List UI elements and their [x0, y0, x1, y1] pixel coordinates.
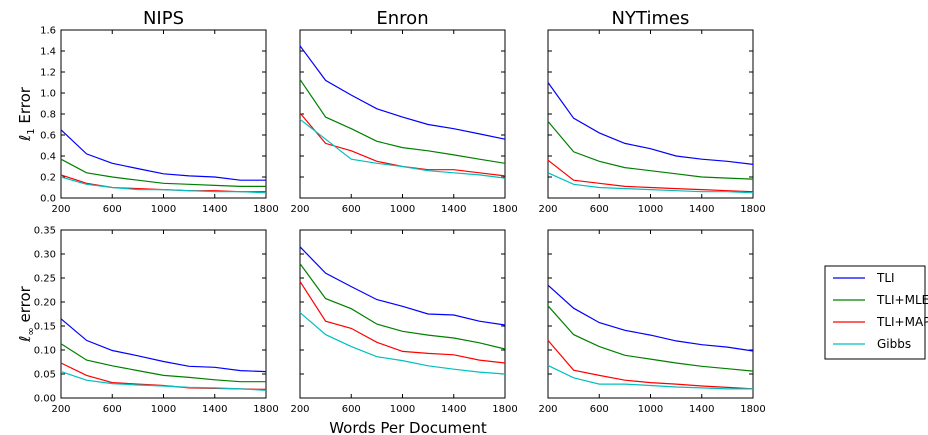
plot-frame [299, 229, 506, 399]
x-tick-label: 1000 [151, 404, 176, 415]
subplot-3: 200 600 1000 1400 1800 NYTimes [538, 8, 765, 215]
x-tick-label: 1400 [202, 204, 227, 215]
subplot-4: 200 600 1000 1400 1800 0.00 0.05 0.10 0.15 0.20 0.… [34, 226, 279, 416]
y-tick-label: 0.8 [40, 110, 56, 121]
y-tick-label: 0.05 [34, 370, 56, 381]
x-tick-label: 1000 [390, 204, 415, 215]
y-tick-label: 0.20 [34, 298, 56, 309]
subplot-title: NYTimes [612, 8, 690, 29]
subplot-5: 200 600 1000 1400 1800 [290, 229, 518, 415]
x-tick-label: 200 [290, 404, 309, 415]
x-tick-label: 1000 [151, 204, 176, 215]
series-line-tli [60, 318, 267, 373]
series-line-tli [299, 246, 506, 326]
series-line-gibbs [299, 118, 506, 179]
series-line-tli [299, 45, 506, 140]
x-tick-label: 1800 [740, 404, 765, 415]
y-axis-label-row-1-sub: 1 [26, 128, 37, 134]
y-axis-label-row-2: ℓ∞ error [16, 285, 37, 342]
x-tick-label: 1400 [689, 204, 714, 215]
legend-label: TLI [876, 271, 895, 285]
y-tick-label: 0.4 [40, 152, 56, 163]
series-line-tli-mle [299, 79, 506, 164]
subplot-grid: 200 600 1000 1400 1800 0.0 0.2 0.4 0.6 0.8 1.0 1.2 1… [34, 8, 766, 415]
y-axis-label-row-2-suffix: error [16, 285, 34, 322]
series-line-tli-mle [299, 263, 506, 350]
legend-label: TLI+MLE [876, 293, 928, 307]
y-tick-label: 0.00 [34, 394, 56, 405]
y-tick-label: 0.30 [34, 250, 56, 261]
series-line-tli [60, 129, 266, 181]
x-tick-label: 1400 [202, 404, 227, 415]
y-tick-label: 1.4 [40, 47, 56, 58]
x-tick-label: 200 [51, 204, 70, 215]
x-tick-label: 1000 [638, 204, 663, 215]
y-tick-label: 1.6 [40, 26, 56, 37]
series-line-gibbs [60, 371, 267, 391]
legend-label: TLI+MAP [876, 315, 928, 329]
x-tick-label: 1400 [441, 404, 466, 415]
legend-label: Gibbs [877, 337, 911, 351]
y-tick-label: 0.0 [40, 194, 56, 205]
subplot-title: Enron [376, 8, 428, 29]
x-tick-label: 200 [51, 404, 70, 415]
series-line-gibbs [299, 312, 506, 375]
y-axis-label-row-2-prefix: ℓ [16, 336, 34, 343]
y-tick-label: 1.0 [40, 89, 56, 100]
series-line-tli-mle [60, 343, 266, 383]
y-tick-label: 0.6 [40, 131, 56, 142]
x-tick-label: 600 [342, 204, 361, 215]
subplot-6: 200 600 1000 1400 1800 [538, 229, 766, 415]
x-tick-label: 600 [590, 204, 609, 215]
x-tick-label: 1800 [253, 404, 278, 415]
x-tick-label: 1000 [390, 404, 415, 415]
x-tick-label: 1800 [253, 204, 278, 215]
plot-frame [60, 29, 267, 199]
series-line-tli-map [299, 281, 506, 364]
y-axis-label-row-1: ℓ1 Error [16, 86, 37, 142]
legend: TLI TLI+MLE TLI+MAP Gibbs [824, 265, 928, 360]
x-axis-label: Words Per Document [329, 419, 487, 435]
x-tick-label: 200 [538, 204, 557, 215]
plot-frame [547, 29, 754, 199]
x-tick-label: 1400 [689, 404, 714, 415]
series-line-tli [547, 284, 754, 352]
x-tick-label: 1400 [441, 204, 466, 215]
plot-frame [547, 229, 754, 399]
y-tick-label: 0.35 [34, 226, 56, 237]
subplot-2: 200 600 1000 1400 1800 Enron [290, 8, 517, 215]
plot-frame [60, 229, 267, 399]
x-tick-label: 1000 [638, 404, 663, 415]
series-line-gibbs [547, 364, 753, 390]
series-line-tli-map [547, 159, 754, 193]
x-tick-label: 600 [342, 404, 361, 415]
series-line-gibbs [60, 176, 267, 194]
y-tick-label: 0.2 [40, 173, 56, 184]
plot-frame [299, 29, 506, 199]
series-line-tli-map [547, 340, 754, 390]
x-tick-label: 1800 [740, 204, 765, 215]
series-line-tli-mle [547, 305, 754, 372]
x-tick-label: 600 [103, 404, 122, 415]
x-tick-label: 600 [590, 404, 609, 415]
y-axis-label-row-1-prefix: ℓ [16, 135, 34, 142]
x-tick-label: 200 [538, 404, 557, 415]
subplot-title: NIPS [143, 8, 184, 29]
y-tick-label: 1.2 [40, 68, 56, 79]
series-line-tli-mle [547, 121, 754, 180]
x-tick-label: 1800 [492, 204, 517, 215]
x-tick-label: 600 [103, 204, 122, 215]
series-line-gibbs [547, 172, 754, 194]
series-line-tli [547, 82, 754, 165]
y-axis-label-row-1-suffix: Error [16, 86, 34, 123]
x-tick-label: 1800 [492, 404, 517, 415]
subplot-1: 200 600 1000 1400 1800 0.0 0.2 0.4 0.6 0.8 1.0 1.2 1… [40, 8, 279, 215]
y-tick-label: 0.10 [34, 346, 56, 357]
x-tick-label: 200 [290, 204, 309, 215]
series-line-tli-mle [60, 158, 266, 187]
y-axis-label-row-2-sub: ∞ [26, 327, 37, 335]
y-tick-label: 0.15 [34, 322, 56, 333]
y-tick-label: 0.25 [34, 274, 56, 285]
